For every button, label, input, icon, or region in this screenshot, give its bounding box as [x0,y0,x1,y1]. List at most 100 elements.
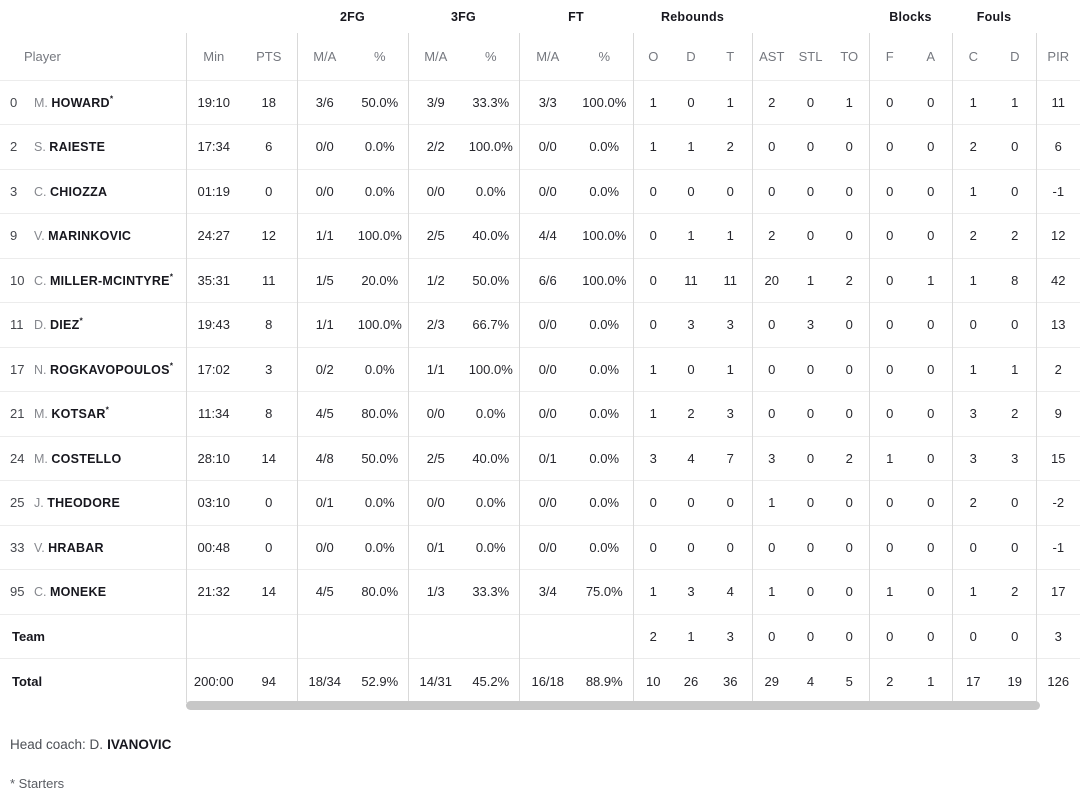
cell-reb_t: 3 [709,614,753,659]
player-row: 9 V. MARINKOVIC 24:27 12 1/1 100.0% 2/5 40.0% 4/… [0,213,1080,258]
cell-reb_o: 1 [649,361,657,377]
cell-reb_d: 4 [687,450,695,466]
cell-fg2_pct: 50.0% [352,436,409,481]
cell-reb_t: 4 [709,569,753,614]
player-lastname: COSTELLO [51,451,122,466]
player-name[interactable]: M. HOWARD* [34,80,187,125]
cell-blk_a: 0 [910,391,953,436]
cell-fg2_pct: 50.0% [352,80,409,125]
cell-reb_o: 0 [649,272,657,288]
player-name[interactable]: N. ROGKAVOPOULOS* [34,347,187,392]
player-number: 33 [10,539,25,555]
cell-stl: 0 [806,539,815,555]
starter-asterisk: * [109,93,114,104]
cell-min: 19:10 [197,94,231,110]
cell-fg2_ma: 4/5 [315,406,334,422]
horizontal-scrollbar-thumb[interactable] [186,701,1040,710]
cell-reb_t: 1 [709,80,753,125]
cell-fg3_pct: 0.0% [463,391,520,436]
cell-blk_f: 0 [886,317,894,333]
player-lastname: KOTSAR [51,407,106,422]
player-name[interactable]: C. MONEKE [34,569,187,614]
player-name[interactable]: C. MILLER-MCINTYRE* [34,258,187,303]
player-name[interactable]: S. RAIESTE [34,124,187,169]
cell-stl: 0 [806,495,815,511]
row-label: Team [0,614,187,659]
cell-reb_d: 11 [684,272,698,288]
cell-pts: 14 [241,436,298,481]
cell-to: 0 [830,347,870,392]
cell-fg3_ma: 2/5 [426,450,445,466]
cell-stl: 0 [806,94,815,110]
player-initial: M. [34,407,52,422]
cell-blk_a: 0 [910,213,953,258]
cell-min: 01:19 [197,183,231,199]
cell-foul_d: 8 [994,258,1037,303]
cell-ast: 1 [768,584,776,600]
cell-fg3_ma: 1/3 [426,584,445,600]
cell-blk_f: 0 [886,139,894,155]
cell-pts: 12 [241,213,298,258]
column-header-row: Player Min PTS M/A % M/A % M/A % O D T A… [0,33,1080,80]
player-row: 0 M. HOWARD* 19:10 18 3/6 50.0% 3/9 33.3% 3/3 100… [0,80,1080,125]
player-row: 2 S. RAIESTE 17:34 6 0/0 0.0% 2/2 100.0% 0/0 0.0%… [0,124,1080,169]
cell-fg3_pct: 0.0% [463,525,520,570]
cell-ft_ma: 0/0 [538,317,557,333]
cell-blk_f: 0 [886,228,894,244]
player-name[interactable]: C. CHIOZZA [34,169,187,214]
player-name[interactable]: M. KOTSAR* [34,391,187,436]
col-header-reb-o: O [648,48,659,64]
cell-blk_a: 0 [910,614,953,659]
player-lastname: HOWARD [51,95,110,110]
cell-ft_ma: 0/0 [538,361,557,377]
player-initial: M. [34,451,52,466]
cell-pts: 0 [241,525,298,570]
player-initial: V. [34,229,49,244]
cell-ast: 2 [768,94,776,110]
cell-ast: 29 [764,673,779,689]
cell-reb_d: 0 [687,183,695,199]
team-row: Team 2 1 3 0 0 0 0 0 0 0 3 [0,614,1080,659]
cell-ast: 20 [764,272,779,288]
player-initial: N. [34,362,50,377]
cell-reb_t: 11 [709,258,753,303]
cell-blk_f: 0 [886,361,894,377]
cell-ft_pct: 0.0% [576,436,634,481]
cell-reb_d: 3 [687,317,695,333]
cell-blk_a: 0 [910,302,953,347]
player-name[interactable]: V. MARINKOVIC [34,213,187,258]
player-name[interactable]: V. HRABAR [34,525,187,570]
cell-stl: 0 [806,139,815,155]
cell-pts: 94 [241,658,298,703]
group-header-rebounds: Rebounds [660,9,725,24]
cell-blk_f: 2 [886,673,894,689]
player-name[interactable]: D. DIEZ* [34,302,187,347]
cell-pts: 0 [241,480,298,525]
cell-pts: 3 [241,347,298,392]
cell-fg2_pct: 0.0% [352,525,409,570]
group-header-blocks: Blocks [889,9,932,24]
col-header-reb-d: D [686,48,696,64]
cell-fg2_pct: 100.0% [352,302,409,347]
cell-fg3_ma: 14/31 [419,673,453,689]
player-initial: M. [34,95,52,110]
cell-pir: -1 [1052,183,1065,199]
player-row: 11 D. DIEZ* 19:43 8 1/1 100.0% 2/3 66.7% 0/0 0.0%… [0,302,1080,347]
cell-reb_d: 2 [687,406,695,422]
cell-fg2_pct: 0.0% [352,480,409,525]
cell-ft_ma: 4/4 [538,228,557,244]
cell-foul_c: 1 [969,584,977,600]
player-row: 24 M. COSTELLO 28:10 14 4/8 50.0% 2/5 40.0% 0/1 0… [0,436,1080,481]
cell-foul_c: 0 [969,628,977,644]
player-name[interactable]: M. COSTELLO [34,436,187,481]
player-row: 25 J. THEODORE 03:10 0 0/1 0.0% 0/0 0.0% 0/0 0.0%… [0,480,1080,525]
cell-ft_ma: 6/6 [538,272,557,288]
cell-fg2_ma: 0/1 [315,495,334,511]
player-name[interactable]: J. THEODORE [34,480,187,525]
cell-foul_c: 0 [969,317,977,333]
cell-fg3_pct: 100.0% [463,124,520,169]
cell-ast: 0 [768,361,776,377]
cell-ft_pct: 0.0% [576,391,634,436]
cell-fg2_ma: 4/8 [315,450,334,466]
cell-foul_d: 0 [994,480,1037,525]
